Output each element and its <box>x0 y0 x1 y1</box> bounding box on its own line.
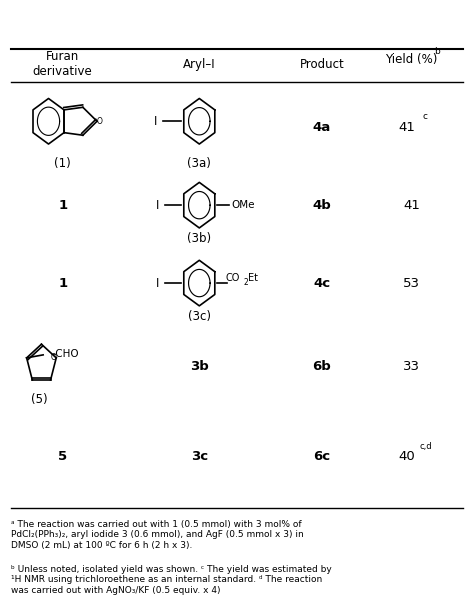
Text: c: c <box>423 112 428 121</box>
Text: 4a: 4a <box>313 121 331 133</box>
Text: Product: Product <box>300 58 344 71</box>
Text: Furan
derivative: Furan derivative <box>33 50 92 79</box>
Text: Aryl–I: Aryl–I <box>183 58 216 71</box>
Text: 3b: 3b <box>190 361 209 373</box>
Text: ᵇ Unless noted, isolated yield was shown. ᶜ The yield was estimated by
¹H NMR us: ᵇ Unless noted, isolated yield was shown… <box>11 565 332 594</box>
Text: 33: 33 <box>403 361 420 373</box>
Text: ᵃ The reaction was carried out with 1 (0.5 mmol) with 3 mol% of
PdCl₂(PPh₃)₂, ar: ᵃ The reaction was carried out with 1 (0… <box>11 520 303 550</box>
Text: I: I <box>156 277 160 289</box>
Text: 1: 1 <box>58 199 67 211</box>
Text: 5: 5 <box>58 451 67 463</box>
Text: (3a): (3a) <box>187 156 211 170</box>
Text: 41: 41 <box>398 121 415 133</box>
Text: –CHO: –CHO <box>50 349 79 359</box>
Text: (5): (5) <box>31 393 47 406</box>
Text: 41: 41 <box>403 199 420 211</box>
Text: 3c: 3c <box>191 451 208 463</box>
Text: 6c: 6c <box>313 451 330 463</box>
Text: OMe: OMe <box>232 200 255 210</box>
Text: (3b): (3b) <box>187 231 211 245</box>
Text: O: O <box>51 353 57 362</box>
Text: c,d: c,d <box>419 442 432 451</box>
Text: 2: 2 <box>243 278 248 287</box>
Text: 4b: 4b <box>312 199 331 211</box>
Text: b: b <box>434 47 440 56</box>
Text: 4c: 4c <box>313 277 330 289</box>
Text: (1): (1) <box>54 156 71 170</box>
Text: 1: 1 <box>58 277 67 289</box>
Text: I: I <box>156 199 160 211</box>
Text: 6b: 6b <box>312 361 331 373</box>
Text: CO: CO <box>226 273 240 283</box>
Text: (3c): (3c) <box>188 309 211 323</box>
Text: 40: 40 <box>398 451 415 463</box>
Text: I: I <box>154 115 157 128</box>
Text: O: O <box>96 117 102 126</box>
Text: Et: Et <box>248 273 258 283</box>
Text: Yield (%): Yield (%) <box>385 53 438 66</box>
Text: 53: 53 <box>403 277 420 289</box>
